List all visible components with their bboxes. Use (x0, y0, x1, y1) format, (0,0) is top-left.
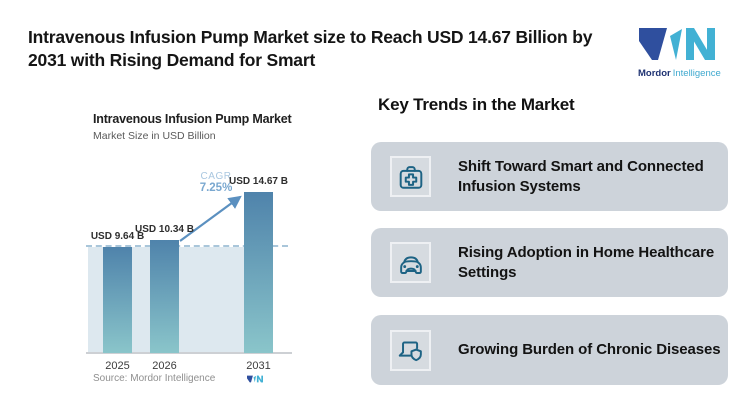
trend-card-chronic-diseases: Growing Burden of Chronic Diseases (371, 315, 728, 385)
trend-card-home-healthcare: Rising Adoption in Home Healthcare Setti… (371, 228, 728, 297)
chart-subtitle: Market Size in USD Billion (93, 130, 216, 142)
mordor-logo-text: Mordor Intelligence (638, 68, 721, 79)
mini-logo-icon (247, 372, 263, 390)
bar-2026 (150, 240, 179, 353)
cagr-value: 7.25% (199, 182, 233, 194)
trend-card-smart-systems: Shift Toward Smart and Connected Infusio… (371, 142, 728, 211)
icon-box (390, 242, 431, 283)
reference-dashed-line (86, 245, 288, 247)
mordor-logo: Mordor Intelligence (638, 27, 721, 79)
icon-box (390, 156, 431, 197)
trend-label: Shift Toward Smart and Connected Infusio… (458, 157, 704, 195)
trend-label: Growing Burden of Chronic Diseases (458, 341, 721, 358)
bar-value-label: USD 10.34 B (135, 224, 194, 235)
cagr-annotation: CAGR 7.25% (186, 171, 246, 194)
cagr-label: CAGR (200, 171, 232, 182)
first-aid-kit-icon (399, 165, 422, 189)
page-title-line2: 2031 with Rising Demand for Smart (28, 50, 316, 70)
page-title: Intravenous Infusion Pump Market size to… (28, 26, 640, 72)
bar-value-label: USD 9.64 B (90, 231, 145, 242)
x-tick-label: 2031 (246, 360, 271, 372)
car-icon (399, 255, 422, 274)
x-tick-label: 2026 (152, 360, 177, 372)
chart-title: Intravenous Infusion Pump Market (93, 112, 292, 126)
laptop-shield-icon (398, 341, 422, 362)
icon-box (390, 329, 431, 371)
trend-label: Rising Adoption in Home Healthcare Setti… (458, 243, 715, 281)
source-note: Source: Mordor Intelligence (93, 373, 216, 384)
bar-chart: CAGR 7.25% USD 9.64 B 2025 USD 10.34 B 2026… (86, 170, 298, 372)
x-tick-label: 2025 (105, 360, 130, 372)
brand-suffix: Intelligence (672, 68, 721, 79)
bar-value-label: USD 14.67 B (229, 176, 288, 187)
brand-name: Mordor (638, 68, 671, 79)
x-axis-line (86, 352, 292, 354)
bar-2025 (103, 247, 132, 353)
mordor-logo-mark-icon (639, 28, 715, 60)
bar-2031 (244, 192, 273, 353)
page-title-line1: Intravenous Infusion Pump Market size to… (28, 27, 593, 47)
trends-heading: Key Trends in the Market (378, 95, 575, 114)
